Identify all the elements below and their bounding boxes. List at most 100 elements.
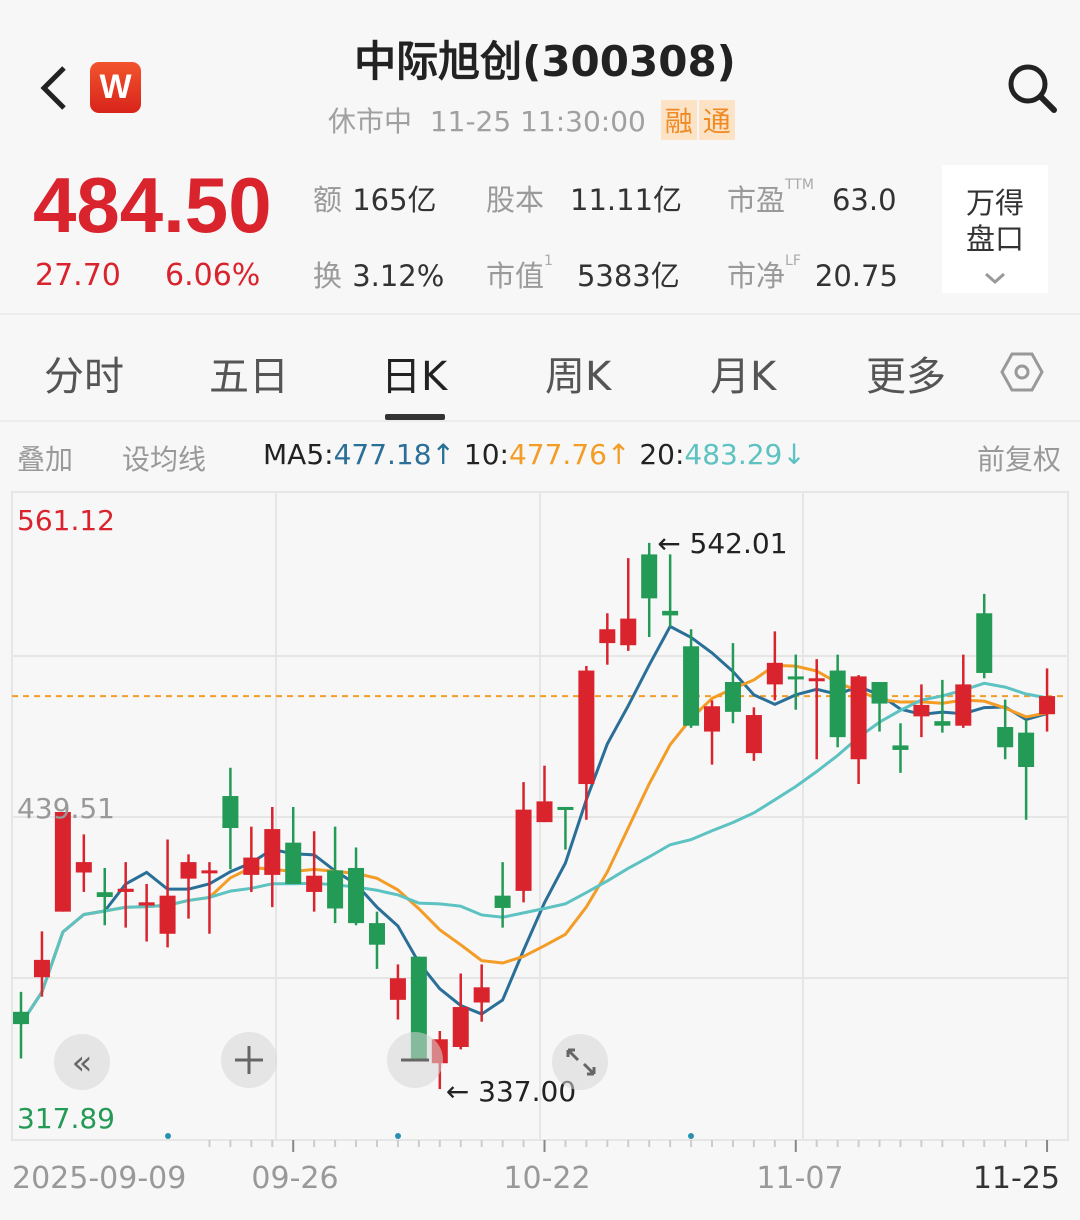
candle <box>641 542 658 637</box>
tab-daily-k[interactable]: 日K <box>381 354 448 400</box>
candle <box>515 782 532 903</box>
candle-body <box>1039 696 1056 715</box>
candle-body <box>745 715 762 754</box>
candle <box>473 964 490 1022</box>
chevron-left-icon <box>40 66 66 110</box>
back-button[interactable] <box>36 62 76 114</box>
candle-body <box>850 676 867 760</box>
candle <box>808 659 825 760</box>
candle-body <box>871 682 888 704</box>
candle-body <box>808 678 825 682</box>
candle-body <box>892 745 909 750</box>
fullscreen-button[interactable] <box>552 1034 608 1090</box>
adjust-mode-button[interactable]: 前复权 <box>977 443 1062 476</box>
ma10-line <box>19 663 1048 1025</box>
max-price-marker: ← 542.01 <box>657 527 787 560</box>
app-logo: W <box>90 62 141 113</box>
candle <box>13 991 29 1059</box>
price-change: 27.70 <box>35 258 121 293</box>
tab-intraday[interactable]: 分时 <box>44 354 124 400</box>
candle-body <box>913 704 930 717</box>
x-label: 11-07 <box>756 1161 843 1196</box>
price-change-pct: 6.06% <box>165 258 261 293</box>
candle <box>222 767 239 870</box>
tab-more[interactable]: 更多 <box>866 354 946 400</box>
candle <box>892 723 909 773</box>
candle <box>96 867 113 926</box>
candle <box>201 862 218 934</box>
candlestick-chart[interactable]: 561.12 439.51 317.89 ← 542.01 ← 337.00 «… <box>0 480 1080 1220</box>
candle <box>536 765 553 823</box>
stat-pb: 市净LF 20.75 <box>727 253 898 293</box>
candle-body <box>327 870 344 909</box>
candle-body <box>1018 732 1035 767</box>
search-button[interactable] <box>1006 62 1058 114</box>
candle-body <box>243 857 260 875</box>
candle <box>850 675 867 785</box>
candle-body <box>683 646 700 726</box>
candle <box>264 806 281 908</box>
candle <box>955 654 972 728</box>
candle-body <box>180 862 197 879</box>
order-book-button[interactable]: 万得 盘口 <box>942 165 1048 293</box>
candle <box>704 700 721 765</box>
stat-amount: 额 165亿 <box>313 183 437 217</box>
zoom-out-button[interactable] <box>387 1032 443 1088</box>
candle <box>934 679 951 733</box>
min-price-marker: ← 337.00 <box>446 1075 576 1108</box>
stat-turnover: 换 3.12% <box>313 259 445 293</box>
candle-body <box>13 1011 29 1025</box>
tab-five-day[interactable]: 五日 <box>209 354 289 400</box>
candle <box>180 854 197 919</box>
candle-body <box>348 867 365 924</box>
set-ma-button[interactable]: 设均线 <box>122 443 207 476</box>
candle-body <box>159 895 176 934</box>
tab-weekly-k[interactable]: 周K <box>545 354 612 400</box>
tab-monthly-k[interactable]: 月K <box>710 354 777 400</box>
candle-body <box>536 801 553 823</box>
settings-hexagon-icon[interactable] <box>1000 350 1044 394</box>
candle <box>1039 668 1056 732</box>
candle-body <box>557 806 574 810</box>
candle-body <box>641 554 658 599</box>
candle-body <box>976 613 993 673</box>
candle <box>494 862 511 928</box>
candle-body <box>389 978 406 1000</box>
candle <box>557 806 574 850</box>
chevron-down-icon <box>985 272 1005 285</box>
candle-body <box>662 610 679 616</box>
gridlines <box>12 492 1068 1140</box>
candle-body <box>599 629 616 644</box>
candle-body <box>494 895 511 908</box>
x-label: 10-22 <box>503 1161 590 1196</box>
divider <box>0 313 1080 315</box>
chart-controls: « <box>54 1032 608 1090</box>
ma5-line <box>19 624 1048 1025</box>
order-book-label-1: 万得 <box>965 186 1024 220</box>
candle-body <box>473 987 490 1003</box>
overlay-button[interactable]: 叠加 <box>17 443 74 476</box>
plus-icon <box>235 1046 263 1074</box>
candle-body <box>997 727 1014 748</box>
candle-body <box>54 812 71 912</box>
market-status: 休市中 11-25 11:30:00 融通 <box>328 100 735 140</box>
candle-body <box>955 684 972 726</box>
x-label: 2025-09-09 <box>12 1161 186 1196</box>
candle <box>683 629 700 728</box>
expand-icon <box>566 1048 596 1076</box>
candle-body <box>620 618 637 646</box>
ma20-line <box>19 681 1048 1025</box>
order-book-label-2: 盘口 <box>965 222 1024 256</box>
x-label: 09-26 <box>251 1161 338 1196</box>
candle-body <box>222 796 239 829</box>
candle <box>766 631 783 701</box>
scroll-left-button[interactable]: « <box>54 1034 110 1090</box>
candle <box>452 973 469 1050</box>
zoom-in-button[interactable] <box>221 1032 277 1088</box>
candle <box>368 911 385 969</box>
candle-body <box>264 829 281 875</box>
candle-body <box>452 1007 469 1047</box>
candle <box>662 554 679 627</box>
search-icon <box>1008 64 1057 113</box>
candle-body <box>934 721 951 726</box>
